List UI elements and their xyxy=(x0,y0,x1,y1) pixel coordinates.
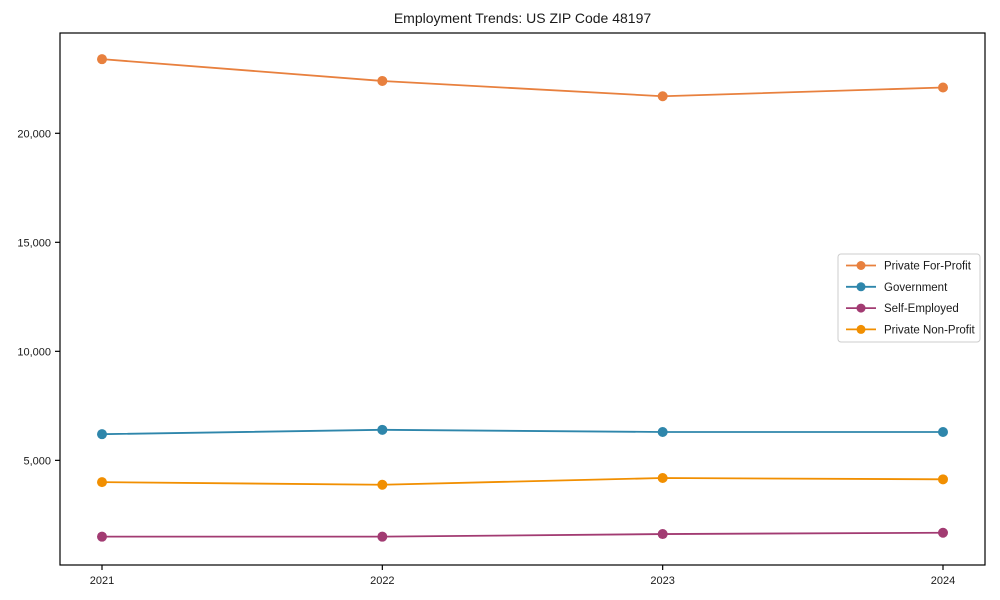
legend-marker xyxy=(856,324,866,334)
data-point-marker xyxy=(97,477,107,488)
data-point-marker xyxy=(377,75,388,86)
chart-title: Employment Trends: US ZIP Code 48197 xyxy=(393,10,652,26)
data-point-marker xyxy=(377,479,388,490)
data-point-marker xyxy=(97,54,107,65)
legend-label: Private Non-Profit xyxy=(884,324,976,336)
legend-entry: Government xyxy=(846,282,948,294)
y-tick-label: 5,000 xyxy=(23,455,51,467)
data-point-marker xyxy=(377,531,388,542)
data-point-marker xyxy=(377,424,388,435)
x-tick-label: 2024 xyxy=(931,575,955,587)
legend-marker xyxy=(856,261,866,270)
y-tick-label: 10,000 xyxy=(17,346,51,358)
plot-border xyxy=(59,32,986,566)
legend-label: Self-Employed xyxy=(884,303,959,315)
data-point-marker xyxy=(657,427,668,437)
series-line xyxy=(101,58,944,98)
x-tick-label: 2023 xyxy=(650,575,674,587)
legend-box xyxy=(837,253,981,343)
y-tick-label: 20,000 xyxy=(17,128,51,140)
series-line xyxy=(101,428,943,436)
legend: Private For-Profit Government Self-Employe… xyxy=(837,253,981,343)
x-tick-label: 2022 xyxy=(370,575,394,587)
data-point-marker xyxy=(938,82,948,93)
legend-label: Private For-Profit xyxy=(884,261,972,273)
data-point-marker xyxy=(657,91,668,102)
data-point-marker xyxy=(938,474,948,485)
legend-label: Government xyxy=(884,282,948,294)
legend-marker xyxy=(856,282,866,292)
x-tick-label: 2021 xyxy=(90,575,114,587)
legend-entry: Private For-Profit xyxy=(846,261,972,273)
data-point-marker xyxy=(938,527,948,538)
legend-entry: Private Non-Profit xyxy=(846,324,976,336)
legend-entry: Self-Employed xyxy=(846,303,959,315)
series-line xyxy=(102,531,944,538)
data-point-marker xyxy=(657,473,668,484)
data-point-marker xyxy=(938,427,948,437)
data-point-marker xyxy=(657,529,668,540)
data-point-marker xyxy=(97,429,107,440)
data-point-marker xyxy=(97,531,107,542)
series-line xyxy=(101,477,944,486)
y-tick-label: 15,000 xyxy=(17,237,51,249)
legend-marker xyxy=(856,303,866,313)
